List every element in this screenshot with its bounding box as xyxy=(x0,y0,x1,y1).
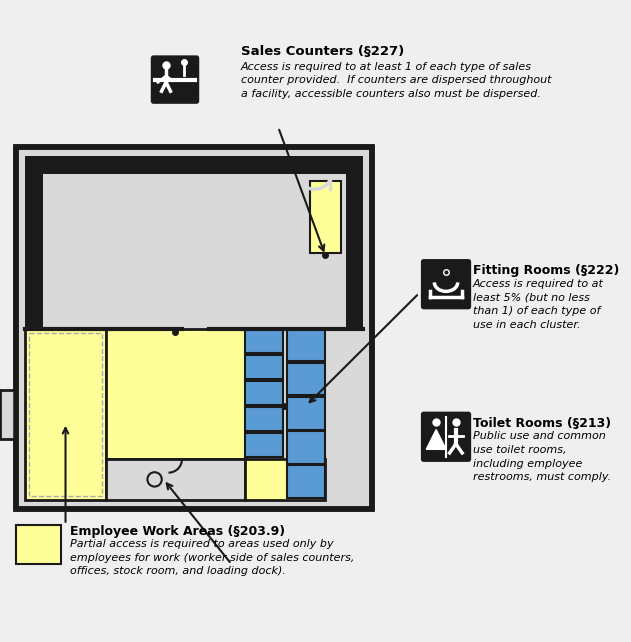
Text: Employee Work Areas (§203.9): Employee Work Areas (§203.9) xyxy=(70,525,285,538)
Bar xyxy=(106,329,245,459)
Bar xyxy=(25,329,106,499)
Bar xyxy=(245,329,283,353)
Text: Toilet Rooms (§213): Toilet Rooms (§213) xyxy=(473,417,611,430)
Bar xyxy=(245,433,283,457)
Bar xyxy=(245,355,283,379)
Bar xyxy=(106,459,245,499)
Text: Sales Counters (§227): Sales Counters (§227) xyxy=(240,46,404,58)
Bar xyxy=(25,156,43,331)
Bar xyxy=(16,147,372,508)
Bar xyxy=(287,465,325,498)
Polygon shape xyxy=(427,429,446,449)
FancyBboxPatch shape xyxy=(151,55,199,104)
Bar xyxy=(346,156,363,331)
Text: Public use and common
use toilet rooms,
including employee
restrooms, must compl: Public use and common use toilet rooms, … xyxy=(473,431,611,482)
Bar xyxy=(29,333,102,496)
Text: Access is required to at
least 5% (but no less
than 1) of each type of
use in ea: Access is required to at least 5% (but n… xyxy=(473,279,604,329)
Bar xyxy=(287,363,325,395)
Bar xyxy=(287,397,325,429)
Bar xyxy=(25,156,363,172)
Bar xyxy=(310,181,341,253)
Bar xyxy=(287,431,325,464)
Bar xyxy=(245,381,283,405)
FancyBboxPatch shape xyxy=(421,412,471,462)
Bar xyxy=(16,147,372,508)
Bar xyxy=(0,390,16,440)
Bar xyxy=(41,172,347,329)
Text: Partial access is required to areas used only by
employees for work (worker side: Partial access is required to areas used… xyxy=(70,539,355,577)
Bar xyxy=(245,407,283,431)
Bar xyxy=(245,459,325,499)
FancyBboxPatch shape xyxy=(421,259,471,309)
Bar xyxy=(347,156,363,329)
Bar xyxy=(287,329,325,361)
Bar xyxy=(25,156,41,329)
Bar xyxy=(25,156,363,174)
Text: Fitting Rooms (§222): Fitting Rooms (§222) xyxy=(473,265,619,277)
Text: Access is required to at least 1 of each type of sales
counter provided.  If cou: Access is required to at least 1 of each… xyxy=(240,62,551,99)
Bar xyxy=(16,525,61,564)
